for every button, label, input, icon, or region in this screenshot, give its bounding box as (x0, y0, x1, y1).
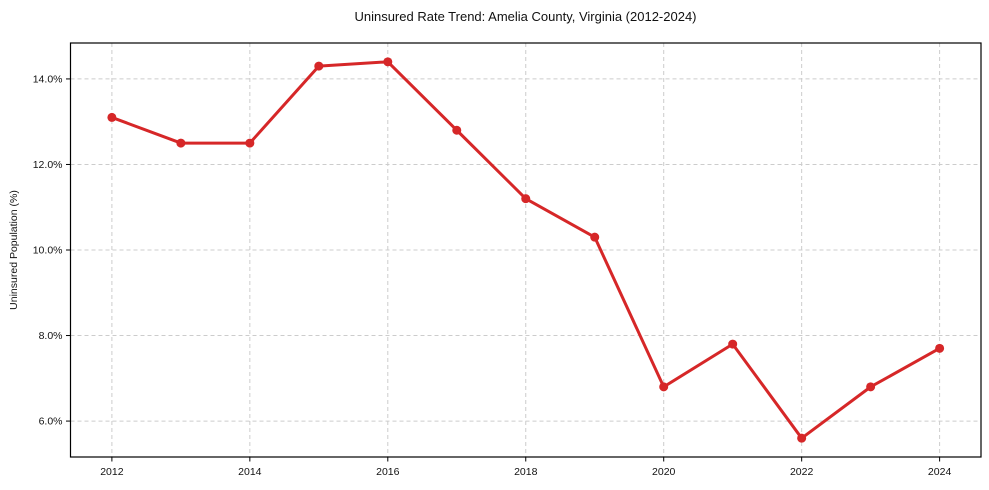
data-point-marker (245, 138, 255, 148)
x-tick-label: 2024 (928, 466, 952, 478)
data-point-marker (521, 194, 531, 204)
data-point-marker (935, 343, 945, 353)
x-tick-label: 2022 (790, 466, 814, 478)
y-tick-label: 8.0% (39, 330, 63, 342)
data-point-marker (107, 112, 117, 122)
data-point-marker (866, 382, 876, 392)
data-point-marker (176, 138, 186, 148)
x-tick-label: 2012 (100, 466, 124, 478)
x-tick-label: 2014 (238, 466, 262, 478)
data-point-marker (314, 61, 324, 71)
y-tick-label: 10.0% (33, 245, 63, 257)
data-point-marker (797, 433, 807, 443)
data-point-marker (728, 339, 738, 349)
data-point-marker (590, 232, 600, 242)
x-tick-label: 2018 (514, 466, 538, 478)
data-point-marker (659, 382, 669, 392)
y-tick-label: 12.0% (33, 159, 63, 171)
data-point-marker (383, 57, 393, 67)
x-tick-label: 2020 (652, 466, 676, 478)
y-tick-label: 14.0% (33, 73, 63, 85)
data-point-marker (452, 125, 462, 135)
y-tick-label: 6.0% (39, 416, 63, 428)
chart-title: Uninsured Rate Trend: Amelia County, Vir… (354, 9, 697, 24)
x-tick-label: 2016 (376, 466, 400, 478)
